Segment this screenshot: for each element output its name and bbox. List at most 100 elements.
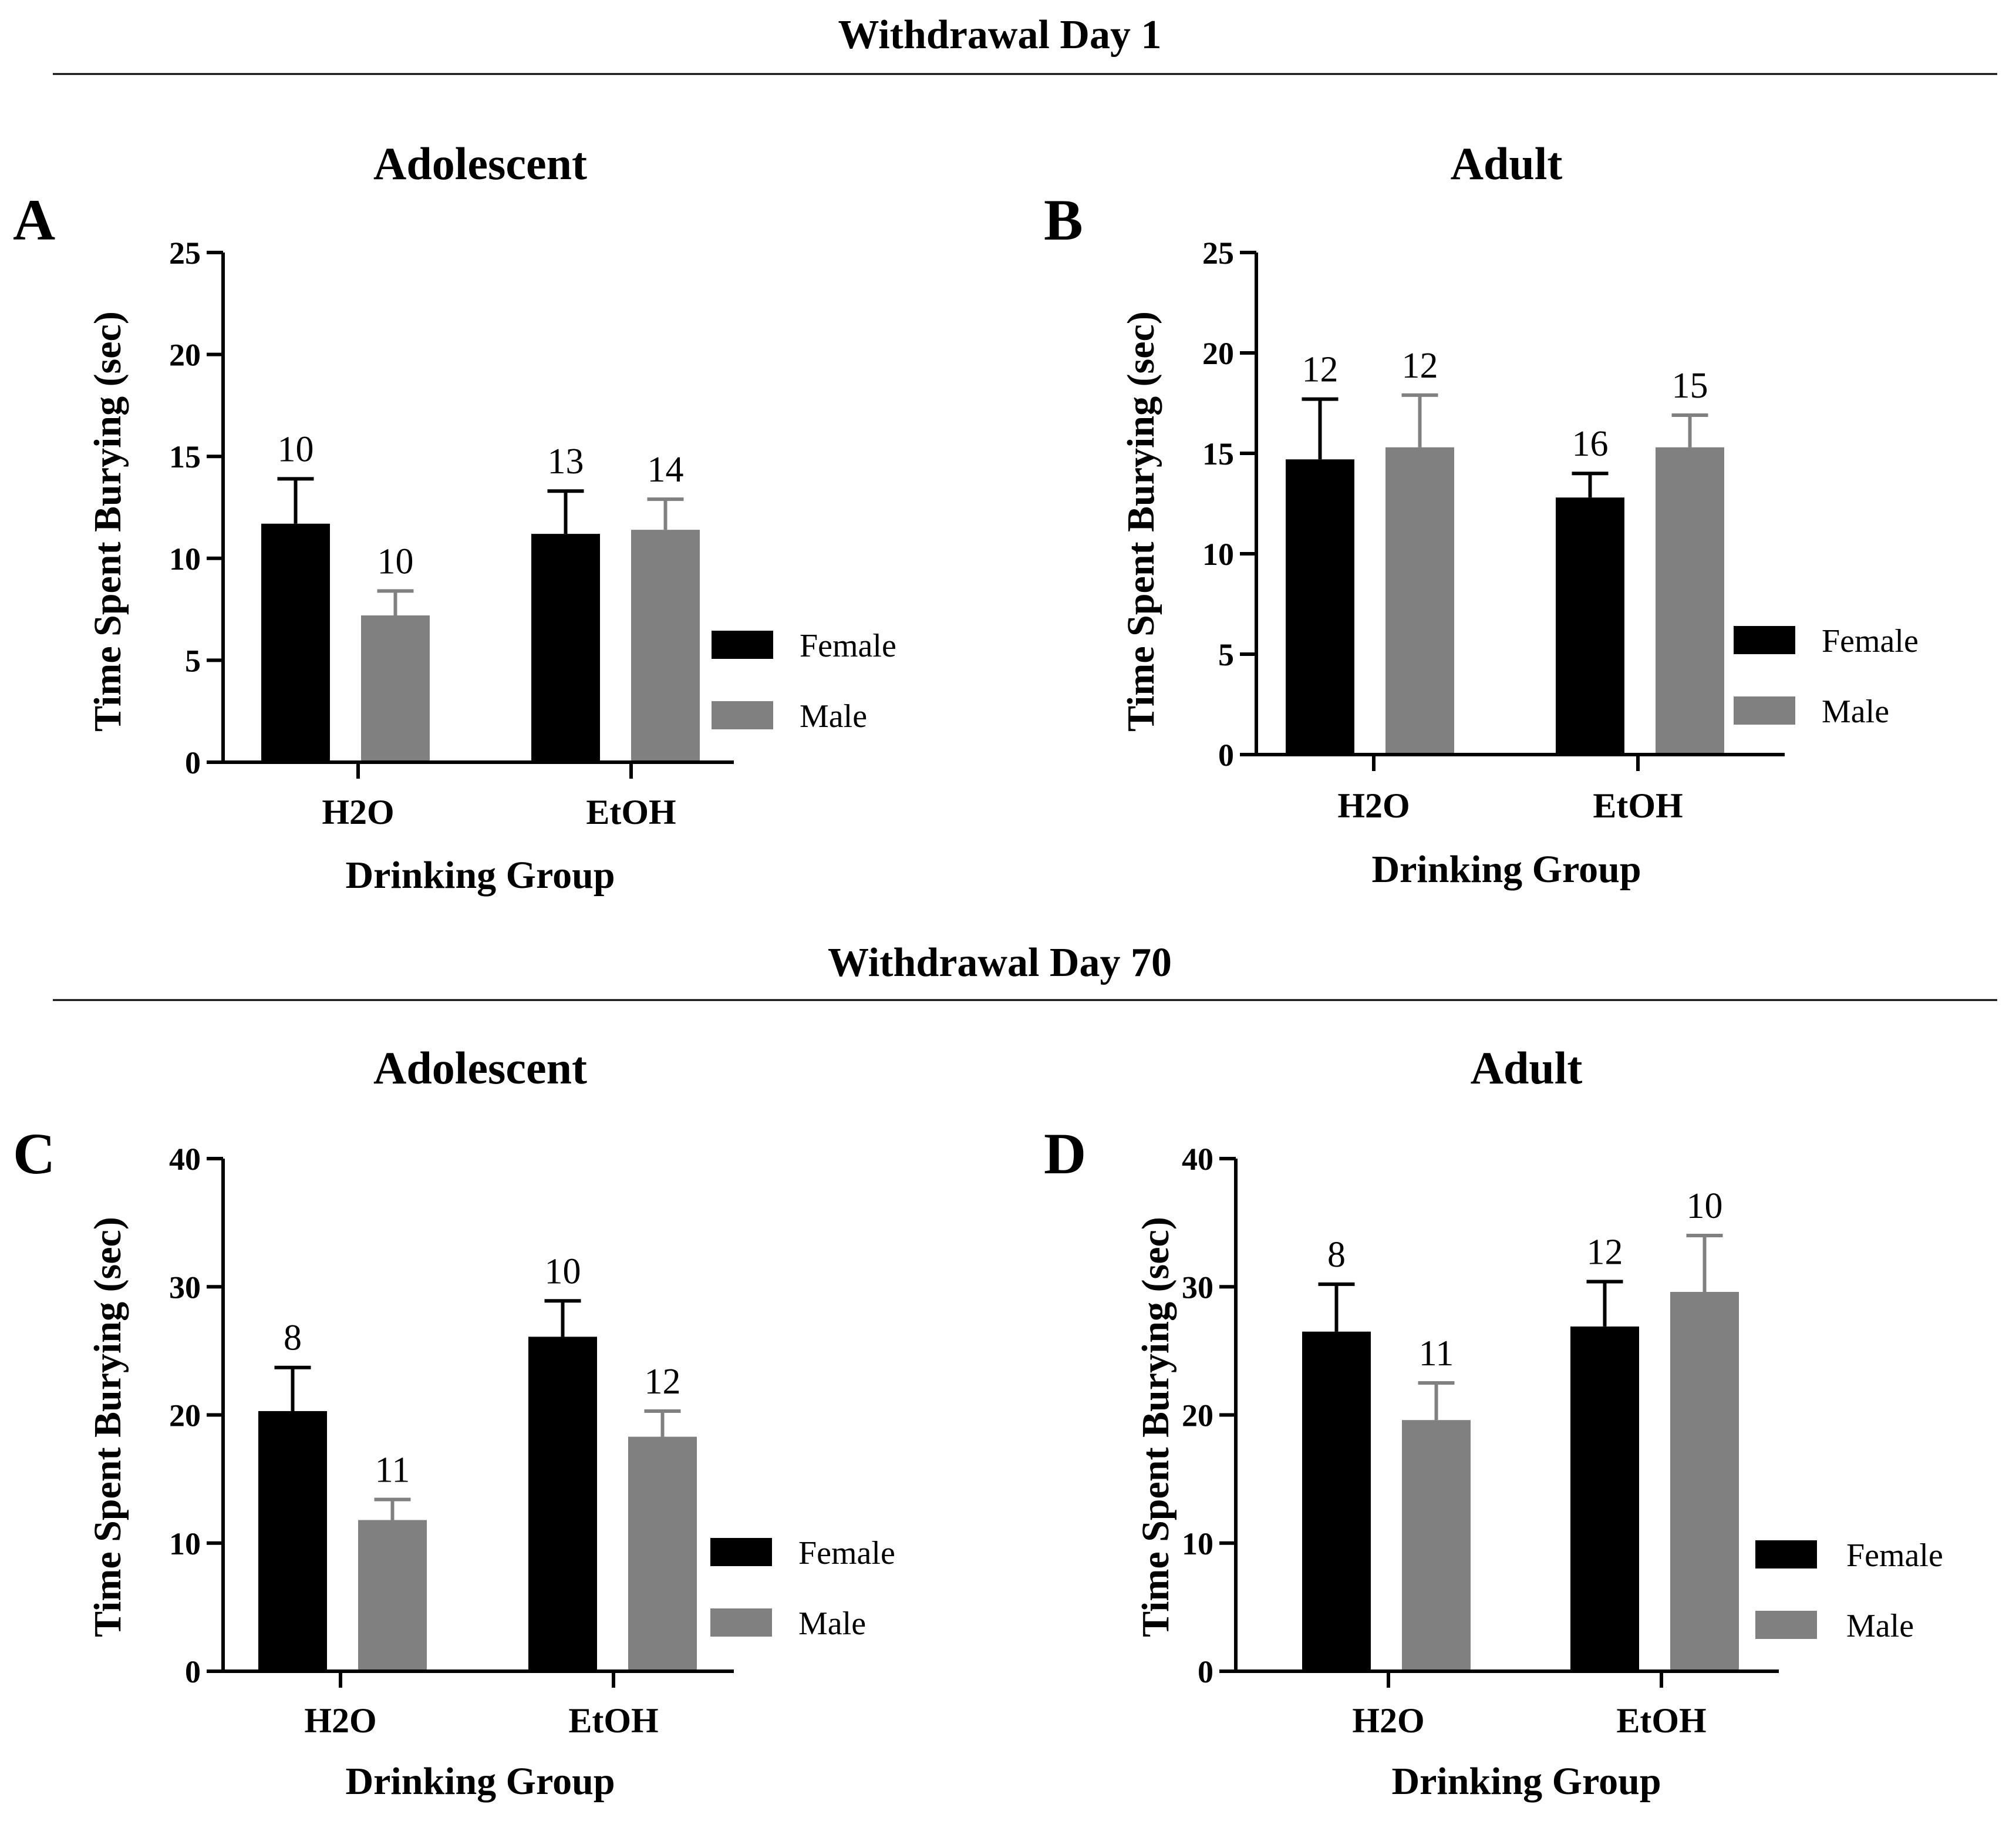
x-tick-label-etoh: EtOH xyxy=(1616,1701,1706,1740)
bar-male-h2o xyxy=(1385,447,1454,755)
panel-a: A Adolescent Time Spent Burying (sec) Dr… xyxy=(13,138,896,897)
legend-swatch-female xyxy=(1755,1540,1817,1568)
y-tick-label: 25 xyxy=(1202,235,1234,271)
y-axis-label-c: Time Spent Burying (sec) xyxy=(86,1217,129,1637)
panel-c: C Adolescent Time Spent Burying (sec) Dr… xyxy=(13,1042,895,1803)
panel-letter-c: C xyxy=(13,1121,55,1186)
y-tick-label: 25 xyxy=(169,235,201,271)
y-tick-label: 0 xyxy=(185,745,201,780)
plot-area-b: 12 16 12 15 0 5 10 15 20 25 H2O EtOH Female Male xyxy=(1202,235,1919,825)
bar-female-etoh xyxy=(528,1337,597,1671)
x-axis-label-d: Drinking Group xyxy=(1391,1760,1661,1803)
section-title-day70: Withdrawal Day 70 xyxy=(828,940,1172,985)
legend-label-female: Female xyxy=(798,1535,895,1571)
bar-female-etoh xyxy=(531,534,600,762)
y-tick-label: 10 xyxy=(169,541,201,577)
y-axis-label-d: Time Spent Burying (sec) xyxy=(1134,1217,1177,1637)
y-tick-label: 40 xyxy=(169,1142,201,1177)
legend-swatch-female xyxy=(710,1538,772,1566)
legend-label-female: Female xyxy=(1846,1537,1943,1574)
y-tick-label: 20 xyxy=(1182,1398,1213,1433)
n-label-male-etoh: 12 xyxy=(645,1362,681,1402)
y-tick-label: 15 xyxy=(1202,436,1234,472)
n-label-male-h2o: 12 xyxy=(1402,346,1438,386)
legend-swatch-female xyxy=(1734,626,1795,654)
legend-label-male: Male xyxy=(798,1605,866,1642)
x-tick-label-h2o: H2O xyxy=(1337,786,1410,825)
y-tick-label: 15 xyxy=(169,439,201,474)
y-tick-label: 10 xyxy=(169,1526,201,1561)
bar-male-h2o xyxy=(361,615,430,762)
y-tick-label: 30 xyxy=(169,1270,201,1305)
bar-male-etoh xyxy=(631,530,700,762)
x-tick-label-h2o: H2O xyxy=(1352,1701,1424,1740)
y-tick-label: 20 xyxy=(1202,336,1234,371)
y-tick-label: 40 xyxy=(1182,1142,1213,1177)
legend-label-female: Female xyxy=(800,628,896,664)
n-label-female-etoh: 13 xyxy=(548,442,584,482)
y-tick-label: 5 xyxy=(1218,637,1234,672)
bar-male-etoh xyxy=(1670,1291,1739,1671)
n-label-male-etoh: 10 xyxy=(1687,1186,1723,1226)
plot-area-a: 10 13 10 14 0 5 10 15 20 25 H2O EtOH Female Male xyxy=(169,235,896,832)
x-axis-label-b: Drinking Group xyxy=(1371,848,1641,891)
x-tick-label-h2o: H2O xyxy=(322,793,394,832)
y-tick-label: 30 xyxy=(1182,1270,1213,1305)
bar-female-etoh xyxy=(1570,1326,1639,1671)
bar-female-h2o xyxy=(1286,459,1354,755)
panel-title-b: Adult xyxy=(1451,138,1563,189)
panel-b: B Adult Time Spent Burying (sec) Drinkin… xyxy=(1044,138,1919,891)
x-tick-label-etoh: EtOH xyxy=(586,793,676,832)
n-label-male-h2o: 11 xyxy=(1419,1334,1454,1374)
n-label-female-h2o: 12 xyxy=(1302,350,1339,390)
bar-female-etoh xyxy=(1556,497,1624,755)
n-label-female-h2o: 8 xyxy=(284,1318,302,1358)
n-label-male-etoh: 14 xyxy=(648,450,684,490)
y-tick-label: 5 xyxy=(185,643,201,678)
x-tick-label-etoh: EtOH xyxy=(568,1701,658,1740)
x-tick-label-etoh: EtOH xyxy=(1593,786,1683,825)
y-tick-label: 10 xyxy=(1182,1526,1213,1561)
n-label-male-h2o: 10 xyxy=(377,541,414,581)
legend-label-female: Female xyxy=(1822,623,1919,659)
n-label-female-h2o: 10 xyxy=(278,429,314,469)
legend-swatch-male xyxy=(712,701,773,729)
panel-letter-b: B xyxy=(1044,187,1083,253)
y-axis-label-b: Time Spent Burying (sec) xyxy=(1120,311,1162,732)
y-tick-label: 10 xyxy=(1202,537,1234,572)
bar-male-h2o xyxy=(1402,1420,1471,1671)
section-title-day1: Withdrawal Day 1 xyxy=(838,12,1162,58)
plot-area-d: 8 12 11 10 0 10 20 30 40 H2O EtOH Female Male xyxy=(1182,1142,1943,1740)
y-tick-label: 0 xyxy=(1218,738,1234,773)
plot-area-c: 8 10 11 12 0 10 20 30 40 H2O EtOH Female Male xyxy=(169,1142,895,1740)
bar-female-h2o xyxy=(261,523,330,762)
panel-title-c: Adolescent xyxy=(373,1042,587,1093)
n-label-female-h2o: 8 xyxy=(1327,1235,1346,1275)
bar-female-h2o xyxy=(1302,1331,1371,1671)
x-axis-label-a: Drinking Group xyxy=(345,854,615,897)
bar-male-etoh xyxy=(628,1436,697,1671)
x-axis-label-c: Drinking Group xyxy=(345,1760,615,1803)
y-tick-label: 0 xyxy=(185,1654,201,1689)
y-tick-label: 0 xyxy=(1198,1654,1213,1689)
n-label-female-etoh: 12 xyxy=(1587,1233,1623,1273)
bar-male-h2o xyxy=(358,1520,427,1671)
panel-letter-a: A xyxy=(13,187,55,253)
legend-swatch-male xyxy=(710,1608,772,1637)
bar-female-h2o xyxy=(258,1411,327,1671)
n-label-male-etoh: 15 xyxy=(1672,366,1708,406)
legend-label-male: Male xyxy=(800,698,867,735)
panel-title-d: Adult xyxy=(1471,1042,1583,1093)
legend-label-male: Male xyxy=(1822,694,1889,730)
panel-d: D Adult Time Spent Burying (sec) Drinkin… xyxy=(1044,1042,1943,1803)
panel-letter-d: D xyxy=(1044,1121,1086,1186)
n-label-male-h2o: 11 xyxy=(375,1450,410,1490)
legend-swatch-male xyxy=(1734,696,1795,725)
y-axis-label-a: Time Spent Burying (sec) xyxy=(86,311,129,732)
panel-title-a: Adolescent xyxy=(373,138,587,189)
n-label-female-etoh: 16 xyxy=(1572,424,1609,464)
n-label-female-etoh: 10 xyxy=(545,1251,581,1291)
y-tick-label: 20 xyxy=(169,338,201,373)
legend-swatch-male xyxy=(1755,1611,1817,1639)
